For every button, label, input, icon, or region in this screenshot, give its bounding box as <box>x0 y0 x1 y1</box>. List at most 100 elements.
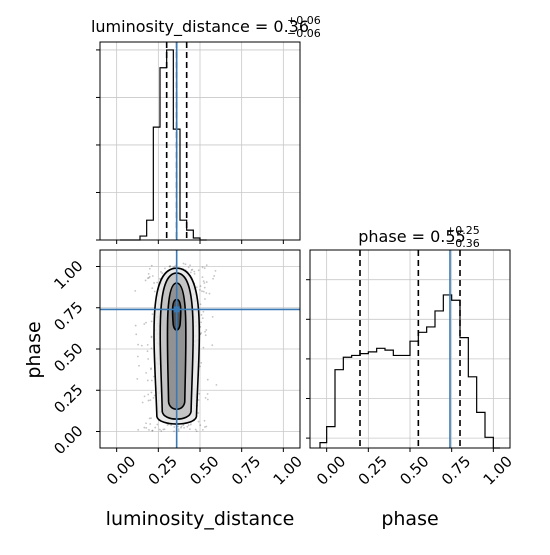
density-sample-point <box>150 320 153 323</box>
density-sample-point <box>203 267 206 270</box>
density-sample-point <box>147 272 150 275</box>
density-sample-point <box>204 330 206 333</box>
density-sample-point <box>182 424 185 427</box>
density-sample-point <box>213 275 216 277</box>
density-sample-point <box>201 266 204 269</box>
luminosity-distance-title-main: luminosity_distance = 0.36 <box>91 17 309 37</box>
density-sample-point <box>150 347 153 350</box>
density-sample-point <box>198 392 201 395</box>
density-sample-point <box>204 298 206 300</box>
density-sample-point <box>160 430 163 432</box>
density-sample-point <box>173 430 175 433</box>
density-sample-point <box>201 428 204 431</box>
density-sample-point <box>144 279 147 282</box>
density-sample-point <box>146 343 149 346</box>
density-sample-point <box>189 271 192 274</box>
density-sample-point <box>146 379 149 382</box>
density-sample-point <box>149 423 152 425</box>
density-sample-point <box>150 367 152 370</box>
density-sample-point <box>149 399 152 402</box>
phase-vs-luminosity-distance-panel: 0.000.000.250.250.500.500.750.751.001.00 <box>50 249 306 489</box>
phase-title-main: phase = 0.55 <box>358 227 465 246</box>
density-sample-point <box>150 335 153 338</box>
density-sample-point <box>137 343 139 346</box>
density-sample-point <box>150 264 153 267</box>
phase-title-minus: −0.36 <box>446 237 480 250</box>
density-sample-point <box>211 344 214 347</box>
density-sample-point <box>183 426 186 429</box>
density-sample-point <box>147 358 150 360</box>
density-sample-point <box>193 270 196 273</box>
density-sample-point <box>159 277 161 280</box>
density-sample-point <box>137 429 140 431</box>
phase-histogram-panel: 0.00 0.25 0.50 0.75 1.00 <box>306 249 516 489</box>
density-sample-point <box>145 371 148 374</box>
density-sample-point <box>156 281 159 284</box>
density-sample-point <box>146 277 149 280</box>
density-ytick-label-1: 0.25 <box>50 381 86 417</box>
density-sample-point <box>143 426 146 429</box>
density-sample-point <box>206 378 209 381</box>
density-sample-point <box>191 268 194 271</box>
density-sample-point <box>201 290 203 293</box>
density-sample-point <box>201 276 204 279</box>
density-sample-point <box>145 422 147 425</box>
density-sample-point <box>150 379 153 382</box>
density-sample-point <box>200 332 203 334</box>
density-sample-point <box>150 336 153 339</box>
density-sample-point <box>182 262 185 265</box>
density-xtick-label-2: 0.50 <box>186 452 222 488</box>
phase-xtick-label-1: 0.25 <box>355 452 391 488</box>
density-sample-point <box>151 275 154 277</box>
density-sample-point <box>148 428 150 431</box>
density-sample-point <box>154 426 157 429</box>
luminosity-distance-title-plus: +0.06 <box>287 14 321 27</box>
density-sample-point <box>151 429 154 432</box>
density-sample-point <box>199 285 202 287</box>
density-sample-point <box>168 265 171 268</box>
density-sample-point <box>135 333 138 336</box>
density-sample-point <box>199 424 202 427</box>
density-sample-point <box>138 364 140 367</box>
density-sample-point <box>141 401 144 404</box>
density-sample-point <box>193 272 196 275</box>
density-sample-point <box>205 281 208 283</box>
density-sample-point <box>134 324 137 327</box>
density-sample-point <box>148 275 151 278</box>
density-sample-point <box>195 286 198 289</box>
density-sample-point <box>169 265 171 268</box>
density-sample-point <box>173 265 176 268</box>
phase-title: phase = 0.55 <box>358 227 465 246</box>
density-sample-point <box>177 428 180 431</box>
phase-xtick-label-3: 0.75 <box>438 452 474 488</box>
density-sample-point <box>169 265 172 267</box>
density-sample-point <box>147 399 150 402</box>
density-sample-point <box>199 303 202 306</box>
density-sample-point <box>145 321 147 324</box>
phase-xtick-label-4: 1.00 <box>480 452 516 488</box>
density-sample-point <box>204 397 207 399</box>
luminosity-distance-title-minus: −0.06 <box>287 27 321 40</box>
density-ytick-label-4: 1.00 <box>50 257 86 293</box>
density-sample-point <box>200 314 203 316</box>
phase-title-plus: +0.25 <box>446 224 480 237</box>
density-sample-point <box>203 286 206 289</box>
density-sample-point <box>180 425 183 428</box>
density-sample-point <box>140 344 143 347</box>
density-sample-point <box>158 428 161 431</box>
density-sample-point <box>197 412 200 414</box>
density-sample-point <box>200 321 202 324</box>
density-sample-point <box>151 429 154 432</box>
density-sample-point <box>205 264 208 267</box>
density-xtick-label-1: 0.25 <box>145 452 181 488</box>
density-sample-point <box>166 424 169 426</box>
density-sample-point <box>156 423 159 426</box>
density-sample-point <box>134 289 137 292</box>
density-sample-point <box>197 269 200 272</box>
density-sample-point <box>188 428 191 430</box>
density-sample-point <box>146 350 149 353</box>
density-sample-point <box>203 419 206 422</box>
density-sample-point <box>143 395 146 398</box>
density-sample-point <box>150 417 152 420</box>
